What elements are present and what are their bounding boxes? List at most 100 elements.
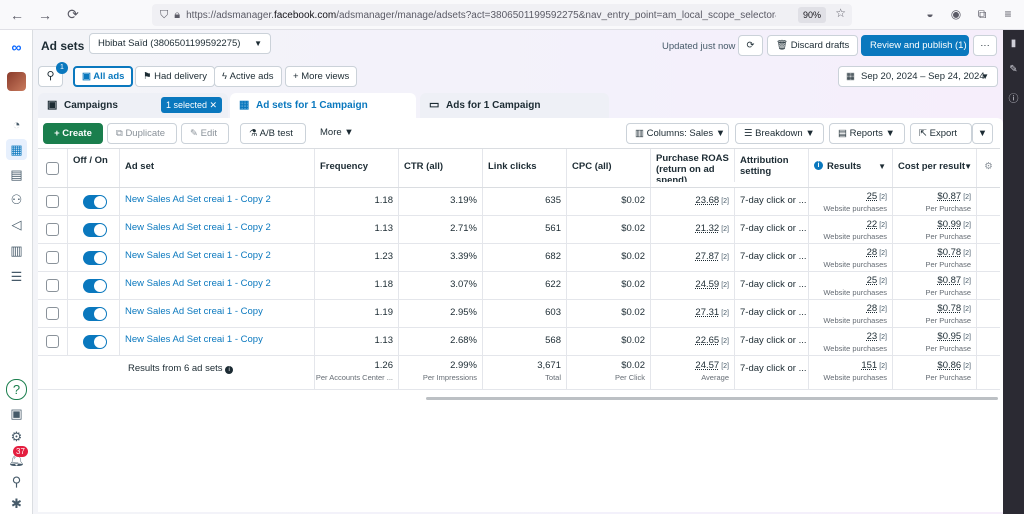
column-header-frequency[interactable]: Frequency bbox=[315, 149, 399, 187]
review-publish-button[interactable]: Review and publish (1) bbox=[861, 35, 969, 56]
overview-gauge-icon[interactable]: ◔ bbox=[12, 117, 21, 132]
back-arrow-icon[interactable]: ← bbox=[10, 6, 24, 23]
column-header-onoff[interactable]: Off / On bbox=[68, 149, 120, 187]
column-header-results[interactable]: i Results ▼ bbox=[809, 149, 893, 187]
roas-value[interactable]: 27.31 bbox=[695, 307, 720, 318]
cost-value[interactable]: $0.99 bbox=[937, 219, 962, 230]
cost-value[interactable]: $0.78 bbox=[937, 303, 962, 314]
results-value[interactable]: 25 bbox=[866, 275, 878, 286]
meta-logo-icon[interactable]: ∞ bbox=[11, 38, 22, 55]
table-row[interactable]: New Sales Ad Set creai 1 - Copy 2 1.18 3… bbox=[38, 272, 1000, 300]
cost-value[interactable]: $0.78 bbox=[937, 247, 962, 258]
roas-value[interactable]: 27.87 bbox=[695, 251, 720, 262]
sort-descending-icon[interactable]: ▼ bbox=[878, 162, 886, 171]
on-off-toggle[interactable] bbox=[83, 251, 107, 265]
close-icon[interactable]: ✕ bbox=[209, 100, 218, 110]
adset-name-link[interactable]: New Sales Ad Set creai 1 - Copy bbox=[120, 300, 315, 327]
forward-arrow-icon[interactable]: → bbox=[38, 6, 52, 23]
selection-badge[interactable]: 1 selected ✕ bbox=[161, 97, 223, 113]
reload-icon[interactable]: ⟳ bbox=[67, 6, 79, 22]
reports-dropdown[interactable]: ▤ Reports ▼ bbox=[829, 123, 905, 144]
pencil-icon[interactable]: ✎ bbox=[1009, 64, 1018, 75]
cost-value[interactable]: $0.95 bbox=[937, 331, 962, 342]
column-header-attribution[interactable]: Attribution setting bbox=[735, 149, 809, 187]
zoom-level[interactable]: 90% bbox=[797, 7, 826, 23]
date-range-picker[interactable]: ▦ Sep 20, 2024 – Sep 24, 2024 ▼ bbox=[838, 66, 998, 87]
select-all-checkbox[interactable] bbox=[46, 162, 59, 175]
more-views-button[interactable]: + More views bbox=[285, 66, 358, 87]
row-checkbox[interactable] bbox=[46, 279, 59, 292]
totals-roas-value[interactable]: 24.57 bbox=[695, 360, 720, 371]
info-icon[interactable]: i bbox=[225, 366, 234, 374]
column-header-cpc[interactable]: CPC (all) bbox=[567, 149, 651, 187]
results-value[interactable]: 22 bbox=[866, 219, 878, 230]
ab-test-button[interactable]: ⚗ A/B test bbox=[240, 123, 306, 144]
results-value[interactable]: 25 bbox=[866, 191, 878, 202]
cost-value[interactable]: $0.87 bbox=[937, 191, 962, 202]
row-checkbox[interactable] bbox=[46, 251, 59, 264]
info-icon[interactable]: i bbox=[814, 161, 823, 170]
columns-dropdown[interactable]: ▥ Columns: Sales ▼ bbox=[626, 123, 729, 144]
row-checkbox[interactable] bbox=[46, 307, 59, 320]
create-button[interactable]: + Create bbox=[43, 123, 103, 144]
extensions-icon[interactable]: ⧉ bbox=[977, 6, 987, 21]
table-row[interactable]: New Sales Ad Set creai 1 - Copy 1.13 2.6… bbox=[38, 328, 1000, 356]
table-row[interactable]: New Sales Ad Set creai 1 - Copy 2 1.23 3… bbox=[38, 244, 1000, 272]
all-ads-view[interactable]: ▣ All ads bbox=[73, 66, 134, 87]
totals-results-value[interactable]: 151 bbox=[861, 360, 878, 371]
row-checkbox[interactable] bbox=[46, 223, 59, 236]
refresh-button[interactable]: ⟳ bbox=[738, 35, 763, 56]
on-off-toggle[interactable] bbox=[83, 223, 107, 237]
horizontal-scrollbar[interactable] bbox=[426, 397, 998, 400]
adset-name-link[interactable]: New Sales Ad Set creai 1 - Copy 2 bbox=[120, 244, 315, 271]
column-header-ctr[interactable]: CTR (all) bbox=[399, 149, 483, 187]
tab-adsets[interactable]: ▦ Ad sets for 1 Campaign bbox=[230, 93, 416, 118]
account-selector[interactable]: Hbibat Saïd (3806501199592275) ▼ bbox=[89, 33, 271, 54]
chevron-down-icon[interactable]: ▼ bbox=[964, 162, 972, 171]
cost-value[interactable]: $0.87 bbox=[937, 275, 962, 286]
totals-cost-value[interactable]: $0.86 bbox=[937, 360, 962, 371]
adset-name-link[interactable]: New Sales Ad Set creai 1 - Copy 2 bbox=[120, 216, 315, 243]
column-header-link-clicks[interactable]: Link clicks bbox=[483, 149, 567, 187]
roas-value[interactable]: 22.65 bbox=[695, 335, 720, 346]
breakdown-dropdown[interactable]: ☰ Breakdown ▼ bbox=[735, 123, 824, 144]
on-off-toggle[interactable] bbox=[83, 335, 107, 349]
row-checkbox[interactable] bbox=[46, 195, 59, 208]
on-off-toggle[interactable] bbox=[83, 307, 107, 321]
adset-name-link[interactable]: New Sales Ad Set creai 1 - Copy 2 bbox=[120, 272, 315, 299]
ads-megaphone-icon[interactable]: ◁ bbox=[11, 216, 22, 232]
chart-icon[interactable]: ▮ bbox=[1010, 38, 1017, 49]
all-tools-menu-icon[interactable]: ☰ bbox=[10, 268, 23, 284]
discard-drafts-button[interactable]: 🗑︎ Discard drafts bbox=[767, 35, 859, 56]
export-button[interactable]: ⇱ Export bbox=[910, 123, 972, 144]
table-row[interactable]: New Sales Ad Set creai 1 - Copy 2 1.18 3… bbox=[38, 188, 1000, 216]
had-delivery-view[interactable]: ⚑ Had delivery bbox=[135, 66, 215, 87]
bookmark-star-icon[interactable]: ☆ bbox=[835, 6, 846, 20]
news-icon[interactable]: ▣ bbox=[10, 405, 23, 421]
on-off-toggle[interactable] bbox=[83, 195, 107, 209]
search-icon[interactable]: ⚲ bbox=[11, 473, 22, 489]
column-header-roas[interactable]: Purchase ROAS (return on ad spend) bbox=[651, 149, 735, 182]
active-ads-view[interactable]: ϟ Active ads bbox=[214, 66, 282, 87]
results-value[interactable]: 28 bbox=[866, 247, 878, 258]
pages-icon[interactable]: ▤ bbox=[10, 166, 23, 182]
adset-name-link[interactable]: New Sales Ad Set creai 1 - Copy 2 bbox=[120, 188, 315, 215]
url-text[interactable]: https://adsmanager.facebook.com/adsmanag… bbox=[186, 9, 776, 21]
audiences-icon[interactable]: ⚇ bbox=[10, 191, 23, 207]
campaigns-table-icon[interactable]: ▦ bbox=[6, 139, 27, 160]
column-header-cost[interactable]: Cost per result ▼ bbox=[893, 149, 977, 187]
results-value[interactable]: 23 bbox=[866, 331, 878, 342]
account-icon[interactable]: ◉ bbox=[950, 7, 962, 21]
row-checkbox[interactable] bbox=[46, 335, 59, 348]
column-header-adset[interactable]: Ad set bbox=[120, 149, 315, 187]
roas-value[interactable]: 24.59 bbox=[695, 279, 720, 290]
table-row[interactable]: New Sales Ad Set creai 1 - Copy 2 1.13 2… bbox=[38, 216, 1000, 244]
tab-campaigns[interactable]: ▣ Campaigns 1 selected ✕ bbox=[38, 93, 228, 118]
export-options-button[interactable]: ▼ bbox=[972, 123, 993, 144]
avatar[interactable] bbox=[7, 72, 26, 91]
pocket-icon[interactable]: ◒ bbox=[926, 7, 934, 21]
bug-report-icon[interactable]: ✱ bbox=[11, 495, 22, 511]
tab-ads[interactable]: ▭ Ads for 1 Campaign bbox=[420, 93, 609, 118]
roas-value[interactable]: 23.68 bbox=[695, 195, 720, 206]
address-bar[interactable]: ⛉ 🔒︎ https://adsmanager.facebook.com/ads… bbox=[152, 4, 852, 26]
